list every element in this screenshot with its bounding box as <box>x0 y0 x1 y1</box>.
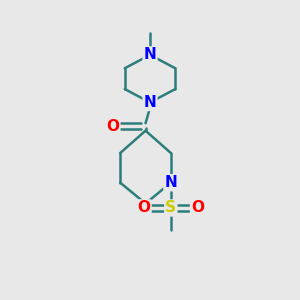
Text: N: N <box>144 47 156 62</box>
Text: O: O <box>138 200 151 215</box>
Text: O: O <box>106 119 119 134</box>
Text: S: S <box>165 200 176 215</box>
Text: O: O <box>191 200 204 215</box>
Text: N: N <box>164 175 177 190</box>
Text: N: N <box>144 95 156 110</box>
